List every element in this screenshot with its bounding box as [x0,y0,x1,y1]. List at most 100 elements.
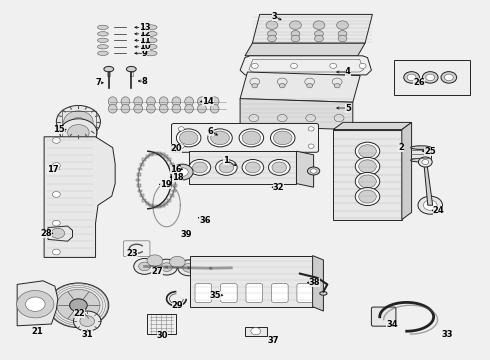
Circle shape [423,200,437,210]
Text: 23: 23 [126,249,138,258]
Circle shape [338,35,347,42]
Circle shape [355,172,380,190]
Ellipse shape [411,158,431,162]
Text: 1: 1 [223,156,229,165]
Bar [138,190,142,193]
Circle shape [220,260,242,276]
Bar [143,158,147,161]
Text: 35: 35 [210,291,221,300]
Circle shape [25,297,45,311]
Circle shape [200,260,221,276]
Polygon shape [424,163,433,205]
Text: 17: 17 [47,165,59,174]
Ellipse shape [134,104,143,113]
Ellipse shape [104,66,114,72]
Circle shape [291,31,300,37]
Text: 37: 37 [268,336,279,345]
Text: 18: 18 [172,173,183,181]
Circle shape [252,84,258,88]
FancyBboxPatch shape [172,123,318,152]
Ellipse shape [145,38,157,43]
Ellipse shape [121,97,130,106]
Circle shape [418,196,442,214]
Circle shape [52,220,60,226]
Bar [164,202,168,205]
Circle shape [219,162,234,173]
Polygon shape [313,256,323,311]
Bar [157,152,161,154]
Text: 27: 27 [151,267,163,276]
Ellipse shape [145,44,157,49]
FancyBboxPatch shape [147,314,176,334]
Circle shape [60,119,97,146]
FancyBboxPatch shape [195,284,212,302]
Circle shape [73,117,84,126]
Text: 31: 31 [81,330,93,338]
Ellipse shape [147,97,155,106]
Circle shape [422,159,429,165]
Circle shape [359,145,376,158]
Bar [173,179,177,181]
Bar [170,163,174,166]
FancyBboxPatch shape [189,151,296,184]
Text: 38: 38 [309,278,320,287]
Circle shape [291,35,300,42]
Circle shape [17,291,54,318]
FancyBboxPatch shape [123,241,150,257]
Bar [167,158,171,161]
Ellipse shape [126,66,136,72]
Circle shape [134,258,155,274]
Circle shape [334,84,340,88]
Circle shape [139,262,150,271]
Polygon shape [296,151,314,187]
Circle shape [273,131,292,145]
Circle shape [307,84,313,88]
Ellipse shape [411,146,431,149]
Text: 32: 32 [272,183,284,192]
Bar [245,327,267,336]
Circle shape [189,159,211,175]
Bar [173,184,177,187]
Bar [149,204,153,207]
Text: 4: 4 [345,68,351,77]
Ellipse shape [210,104,219,113]
Circle shape [208,129,232,147]
Bar [157,206,161,208]
Text: 15: 15 [53,125,65,134]
Text: 29: 29 [172,302,183,310]
Text: 9: 9 [142,49,147,58]
Circle shape [239,129,264,147]
Ellipse shape [159,104,168,113]
Circle shape [52,163,60,168]
Circle shape [337,21,348,30]
Ellipse shape [310,169,317,173]
Ellipse shape [308,167,319,175]
Text: 7: 7 [95,78,101,87]
Text: 24: 24 [433,206,444,215]
Bar [149,153,153,156]
Circle shape [74,311,101,331]
Circle shape [211,131,229,145]
Circle shape [172,164,193,180]
Bar [136,179,140,181]
Ellipse shape [145,31,157,36]
Text: 13: 13 [139,23,150,32]
FancyBboxPatch shape [371,307,396,326]
Text: 6: 6 [208,127,214,136]
Ellipse shape [197,104,206,113]
Circle shape [216,159,237,175]
Circle shape [269,159,290,175]
Circle shape [313,21,325,30]
Polygon shape [44,137,115,257]
Circle shape [156,259,177,275]
Ellipse shape [134,97,143,106]
Text: 25: 25 [424,147,436,156]
Text: 34: 34 [386,320,398,329]
Circle shape [426,74,435,81]
Polygon shape [240,72,360,102]
Ellipse shape [98,51,108,55]
Text: 10: 10 [139,42,150,51]
Ellipse shape [121,104,130,113]
Circle shape [407,74,416,81]
Text: 21: 21 [31,327,43,336]
